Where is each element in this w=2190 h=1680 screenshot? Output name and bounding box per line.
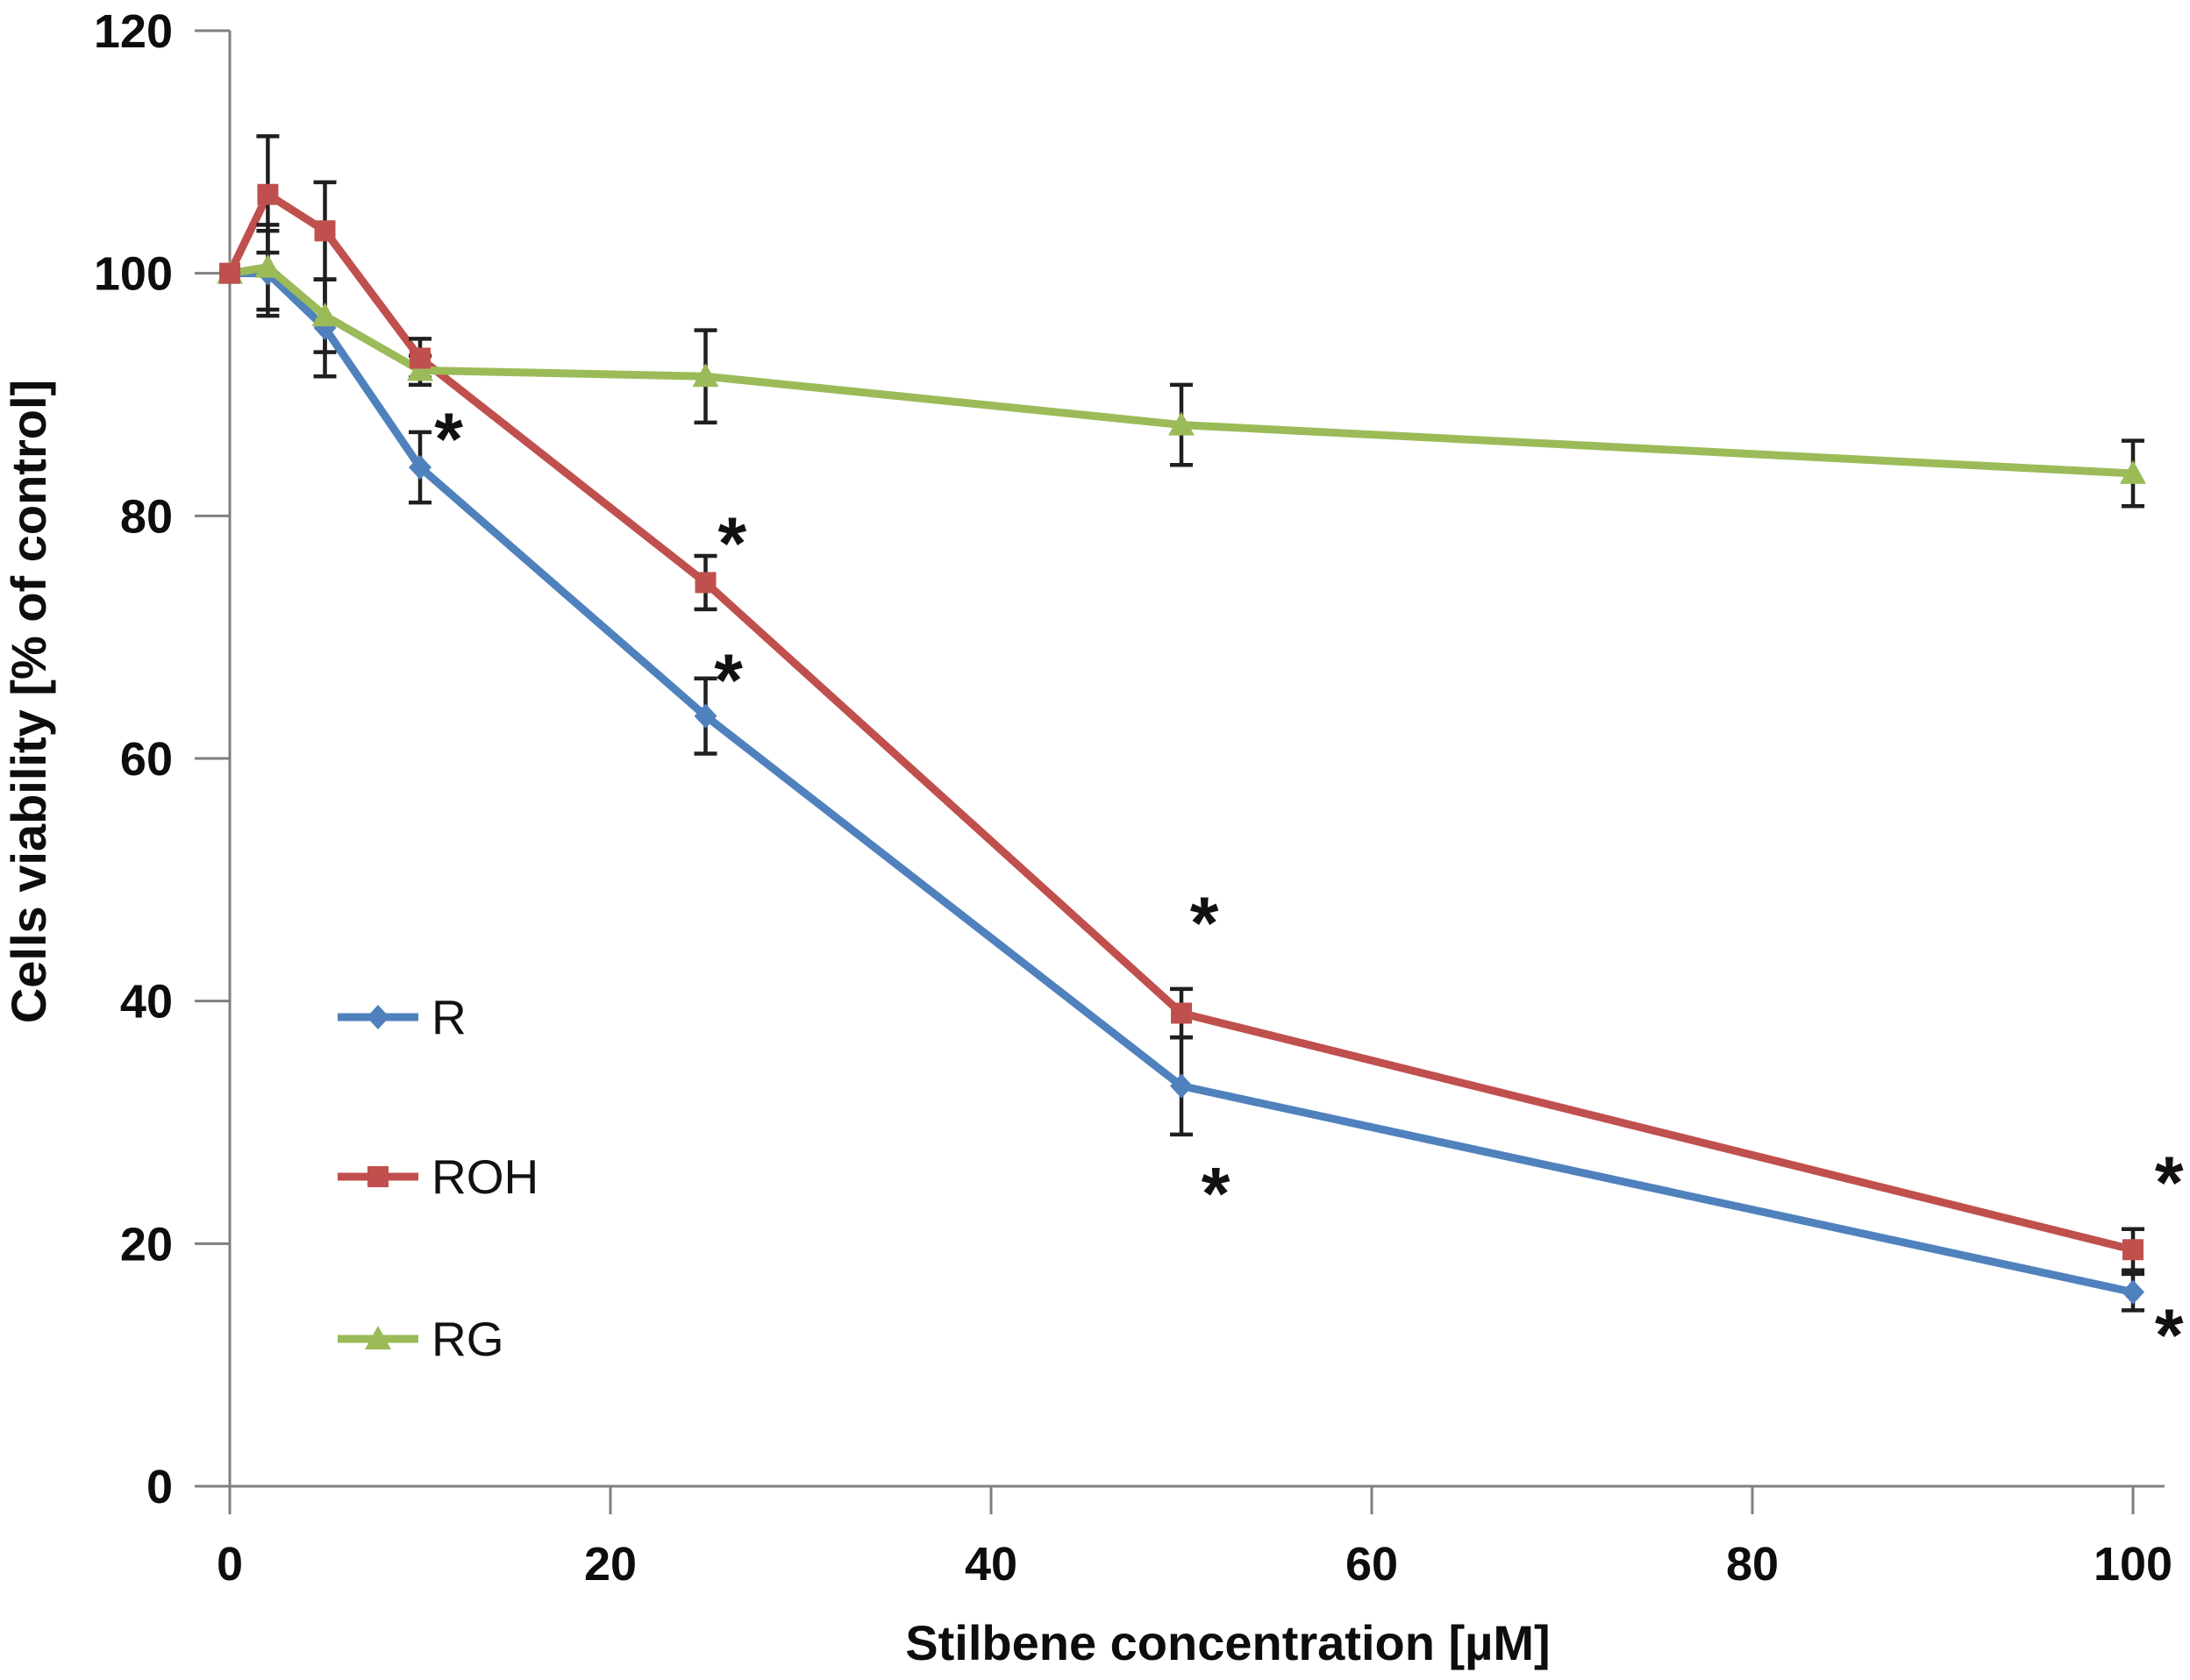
legend-label-R: R — [432, 990, 467, 1044]
legend: R ROH RG — [338, 990, 539, 1366]
y-tick-label: 0 — [146, 1461, 173, 1513]
significance-asterisk: * — [434, 397, 463, 480]
significance-asterisk: * — [714, 639, 743, 722]
series-RG-marker — [2120, 459, 2146, 484]
x-tick-label: 100 — [2094, 1538, 2172, 1591]
series-RG-marker — [407, 357, 433, 381]
series-R-marker — [2122, 1279, 2144, 1305]
series-ROH-marker — [2122, 1239, 2144, 1261]
significance-asterisk: * — [1202, 1152, 1231, 1235]
y-tick-label: 60 — [120, 733, 173, 786]
series-ROH-marker — [410, 347, 431, 369]
y-axis-title: Cells viability [% of control] — [1, 380, 56, 1023]
y-tick-label: 100 — [94, 248, 173, 301]
y-tick-label: 40 — [120, 976, 173, 1029]
x-tick-label: 80 — [1726, 1538, 1779, 1591]
legend-item-R: R — [338, 990, 467, 1044]
legend-item-RG: RG — [338, 1312, 504, 1366]
legend-label-ROH: ROH — [432, 1150, 539, 1204]
annotations-layer: * * * * * * * — [434, 397, 2184, 1376]
series-ROH-marker — [314, 220, 336, 242]
series-ROH-marker — [695, 572, 717, 594]
legend-label-RG: RG — [432, 1312, 504, 1366]
significance-asterisk: * — [1190, 881, 1219, 964]
legend-marker-RG — [365, 1326, 391, 1349]
series-ROH-marker — [257, 183, 279, 205]
series-R-marker — [1170, 1073, 1193, 1099]
x-tick-label: 20 — [584, 1538, 637, 1591]
series-RG-marker — [311, 303, 339, 327]
x-tick-label: 0 — [217, 1538, 243, 1591]
legend-item-ROH: ROH — [338, 1150, 539, 1204]
x-tick-label: 60 — [1345, 1538, 1398, 1591]
series-ROH-marker — [1171, 1002, 1192, 1024]
x-tick-label: 40 — [965, 1538, 1017, 1591]
series-ROH-marker — [219, 262, 240, 284]
series-markers-layer — [217, 183, 2146, 1305]
series-RG-marker — [692, 363, 719, 388]
y-tick-label: 80 — [120, 490, 173, 543]
axes-layer: 0 20 40 60 80 100 120 0 20 40 60 80 100 — [94, 5, 2172, 1591]
significance-asterisk: * — [718, 502, 747, 584]
legend-marker-R — [367, 1005, 389, 1029]
y-tick-label: 120 — [94, 5, 173, 58]
y-tick-label: 20 — [120, 1218, 173, 1271]
series-R-marker — [409, 455, 432, 480]
legend-marker-ROH — [367, 1166, 389, 1187]
significance-asterisk: * — [2155, 1294, 2184, 1377]
series-RG-marker — [254, 253, 282, 278]
series-RG-marker — [1168, 411, 1195, 436]
series-R-marker — [694, 703, 717, 729]
significance-asterisk: * — [2155, 1141, 2184, 1223]
error-bars-layer — [256, 134, 2144, 1313]
x-axis-title: Stilbene concentration [µM] — [905, 1615, 1550, 1670]
